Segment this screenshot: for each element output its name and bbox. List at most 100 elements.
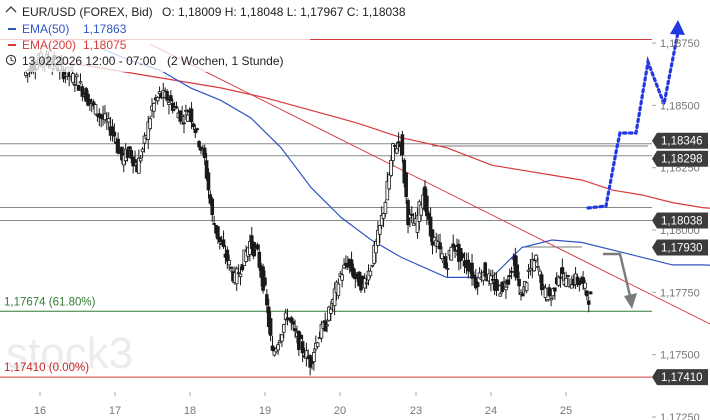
downtrend-line[interactable] xyxy=(149,43,710,325)
symbol-label: EUR/USD (FOREX, Bid) xyxy=(22,5,153,19)
price-tag-label: 1,18038 xyxy=(661,216,703,228)
ema200-swatch-icon xyxy=(8,44,16,46)
candle-body xyxy=(500,281,504,293)
fib-label-0: 1,17674 (61.80%) xyxy=(4,296,96,308)
collapse-chevron-icon[interactable] xyxy=(5,6,17,13)
candle-body xyxy=(443,256,448,269)
candle-body xyxy=(419,204,424,216)
price-tags: 1,18346 1,18298 1,18038 1,17930 1,17410 xyxy=(652,132,708,386)
candle-body xyxy=(202,147,207,159)
candle-body xyxy=(148,118,152,130)
candle-body xyxy=(152,103,156,112)
candle-body xyxy=(165,91,169,101)
candle-body xyxy=(71,73,75,83)
candle-body xyxy=(76,84,81,91)
candle-body xyxy=(353,273,358,280)
candle-body xyxy=(217,236,222,243)
candle-body xyxy=(106,118,111,123)
candle-body xyxy=(281,324,286,333)
candle-body xyxy=(298,334,303,340)
candle-body xyxy=(581,276,585,284)
candle-body xyxy=(364,282,369,285)
candle-body xyxy=(425,195,429,217)
candle-body xyxy=(129,150,134,159)
candle-body xyxy=(125,149,130,158)
y-tick-label: 1,18750 xyxy=(660,38,700,50)
candle-body xyxy=(490,278,495,281)
candle-body xyxy=(506,279,510,285)
candle-body xyxy=(558,276,563,279)
candle-body xyxy=(377,225,382,235)
candle-body xyxy=(539,274,544,291)
candle-body xyxy=(184,109,188,112)
candle-body xyxy=(133,159,137,163)
ema200-line[interactable] xyxy=(39,59,710,212)
candle-body xyxy=(549,298,553,301)
bullish-projection-path[interactable] xyxy=(586,30,680,210)
y-tick-label: 1,17500 xyxy=(660,350,700,362)
candle-body xyxy=(532,260,536,272)
candle-body xyxy=(340,274,344,281)
candle-body xyxy=(93,104,98,115)
candle-body xyxy=(212,223,216,225)
candle-body xyxy=(103,113,107,121)
price-tag-label: 1,17410 xyxy=(661,372,703,384)
fibonacci-levels: 1,17674 (61.80%) 1,17410 (0.00%) xyxy=(4,296,96,374)
candle-body xyxy=(257,251,262,268)
candle-body xyxy=(387,174,392,190)
candle-body xyxy=(460,253,465,258)
clock-icon xyxy=(5,54,17,66)
candle-body xyxy=(509,270,514,273)
candle-body xyxy=(255,244,260,250)
candle-body xyxy=(496,284,501,287)
price-tag-4: 1,17410 xyxy=(652,369,708,386)
candle-body xyxy=(451,243,456,247)
candle-body xyxy=(541,285,546,288)
candle-body xyxy=(227,260,231,266)
candle-body xyxy=(547,287,552,297)
candle-body xyxy=(74,74,79,78)
candle-body xyxy=(383,201,388,214)
ema50-label[interactable]: EMA(50) xyxy=(22,22,69,36)
candle-body xyxy=(507,275,512,278)
candle-body xyxy=(221,239,226,248)
candle-body xyxy=(483,262,488,277)
x-tick-label: 24 xyxy=(485,405,497,417)
candle-body xyxy=(157,91,162,94)
candle-body xyxy=(394,148,399,154)
candle-body xyxy=(381,213,386,219)
candle-body xyxy=(428,216,433,237)
candle-body xyxy=(197,141,201,148)
candle-body xyxy=(543,287,548,298)
candle-body xyxy=(404,172,408,197)
ema200-label[interactable]: EMA(200) xyxy=(22,38,76,52)
price-tag-2: 1,18038 xyxy=(652,212,708,229)
x-tick-label: 23 xyxy=(410,405,422,417)
candle-body xyxy=(588,291,593,295)
candle-body xyxy=(438,242,442,250)
x-tick-label: 25 xyxy=(560,405,572,417)
candlesticks[interactable] xyxy=(24,48,593,376)
candle-body xyxy=(146,121,151,140)
timeframe-label: (2 Wochen, 1 Stunde) xyxy=(167,54,284,68)
candle-body xyxy=(370,264,375,267)
candle-body xyxy=(396,141,401,144)
candle-body xyxy=(517,278,521,287)
x-tick-label: 16 xyxy=(34,405,46,417)
candle-body xyxy=(575,276,580,285)
time-axis[interactable]: 16 17 18 19 20 23 24 25 xyxy=(34,392,572,417)
candle-body xyxy=(291,321,295,325)
candle-body xyxy=(225,249,230,262)
candle-body xyxy=(80,86,85,97)
ema50-line[interactable] xyxy=(99,47,710,278)
price-tag-1: 1,18298 xyxy=(652,150,708,167)
candle-body xyxy=(300,341,305,354)
candle-body xyxy=(293,328,297,332)
candle-body xyxy=(553,287,557,292)
candle-body xyxy=(515,264,520,279)
bearish-scenario-arrow[interactable] xyxy=(603,252,633,301)
ema50-value: 1,17863 xyxy=(83,22,127,36)
candle-body xyxy=(238,273,243,278)
